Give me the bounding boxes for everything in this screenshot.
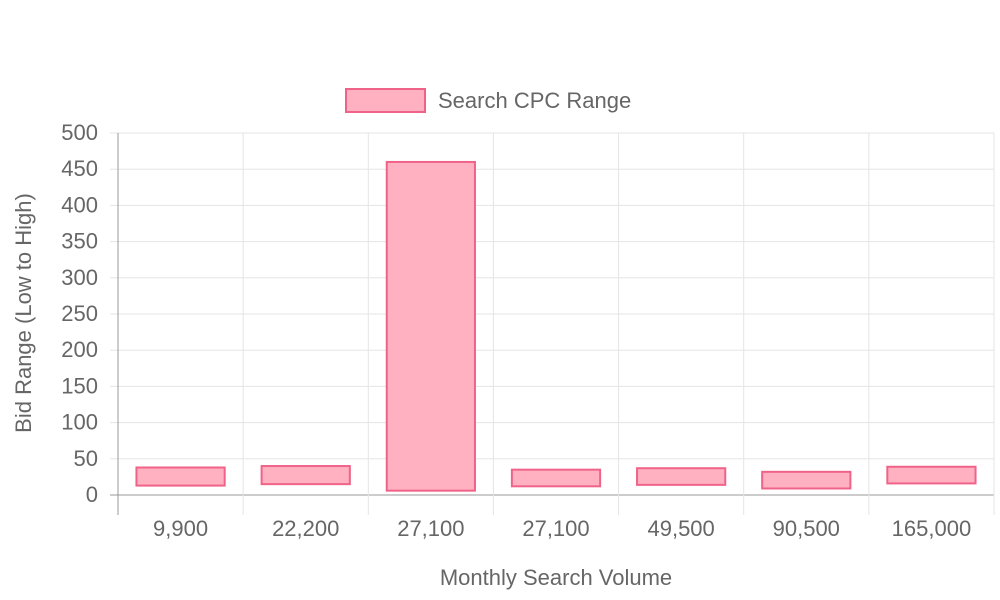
- y-axis-title: Bid Range (Low to High): [11, 193, 36, 433]
- grid-lines: [110, 132, 995, 515]
- legend-label[interactable]: Search CPC Range: [438, 88, 631, 113]
- axes: 0 50 100 150 200 250 300 350 400 450 500 9,900 22,20…: [61, 120, 971, 541]
- bar[interactable]: [636, 467, 727, 486]
- y-tick-label: 100: [61, 410, 98, 435]
- bar[interactable]: [761, 470, 852, 490]
- y-tick-label: 50: [74, 446, 98, 471]
- y-tick-label: 300: [61, 265, 98, 290]
- y-tick-label: 200: [61, 337, 98, 362]
- y-tick-label: 500: [61, 120, 98, 145]
- bar[interactable]: [260, 465, 351, 486]
- y-tick-label: 0: [86, 482, 98, 507]
- x-axis-title: Monthly Search Volume: [440, 565, 672, 590]
- bar[interactable]: [135, 466, 226, 487]
- y-tick-label: 400: [61, 192, 98, 217]
- y-tick-label: 450: [61, 156, 98, 181]
- x-tick-label: 22,200: [272, 516, 339, 541]
- x-tick-label: 165,000: [892, 516, 972, 541]
- legend-swatch[interactable]: [345, 88, 426, 113]
- y-tick-label: 350: [61, 229, 98, 254]
- legend[interactable]: Search CPC Range: [345, 88, 631, 113]
- y-tick-label: 250: [61, 301, 98, 326]
- x-tick-label: 49,500: [647, 516, 714, 541]
- bar[interactable]: [510, 468, 602, 488]
- x-tick-label: 27,100: [522, 516, 589, 541]
- x-tick-label: 90,500: [773, 516, 840, 541]
- bar[interactable]: [886, 465, 977, 485]
- y-tick-label: 150: [61, 373, 98, 398]
- x-tick-label: 27,100: [397, 516, 464, 541]
- x-tick-label: 9,900: [153, 516, 208, 541]
- bars: [135, 160, 977, 492]
- bar[interactable]: [385, 160, 476, 492]
